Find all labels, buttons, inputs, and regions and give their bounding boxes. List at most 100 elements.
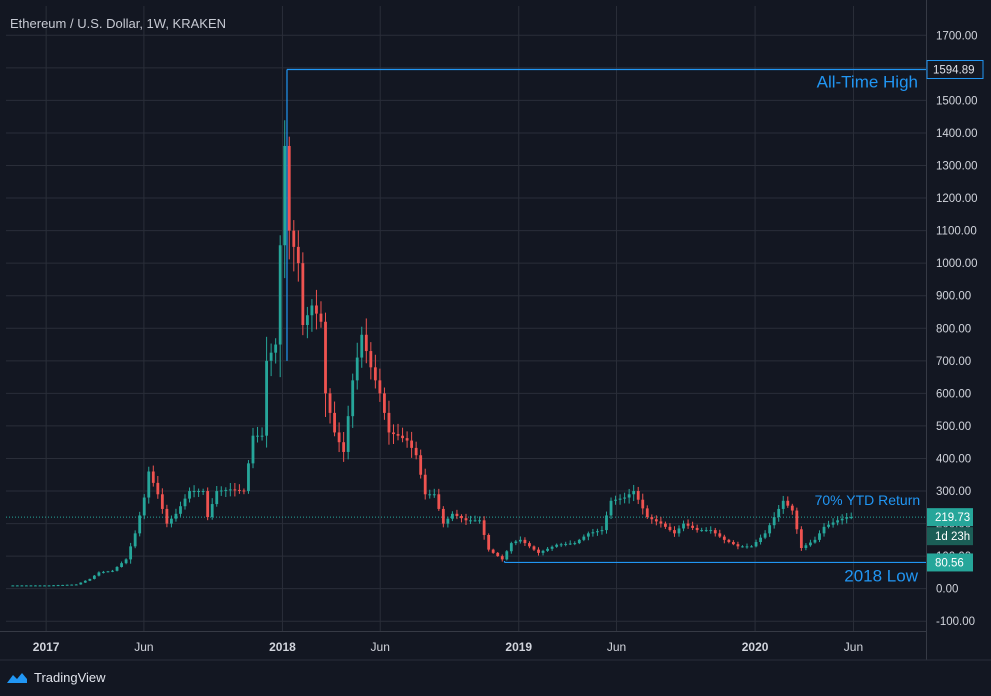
candle-body (818, 533, 821, 540)
candle-body (577, 539, 581, 544)
candle-body (260, 435, 264, 437)
candle-body (383, 393, 386, 413)
candle-body (718, 533, 722, 537)
candle-body (591, 532, 595, 534)
candle-body (745, 546, 749, 548)
y-tick-label: 1200.00 (936, 193, 978, 205)
price-tag: 80.56 (927, 553, 973, 572)
candle-body (34, 585, 37, 587)
candle-body (491, 549, 495, 553)
x-tick-label: 2017 (33, 640, 60, 654)
candle-body (215, 491, 219, 505)
candle-body (124, 559, 128, 564)
price-tag-countdown: 1d 23h (935, 531, 970, 543)
candle-body (731, 542, 735, 545)
candle-body (546, 548, 549, 551)
candle-body (763, 533, 767, 538)
candle-body (115, 566, 119, 571)
candle-body (61, 584, 65, 586)
candle-body (120, 563, 123, 567)
candle-body (741, 546, 744, 548)
candle-body (636, 491, 640, 500)
candle-body (333, 412, 336, 433)
candle-body (564, 543, 568, 545)
candle-body (623, 497, 627, 499)
candle-body (736, 544, 740, 547)
candle-body (478, 520, 482, 522)
candle-body (559, 544, 563, 546)
price-tag-label: 1594.89 (933, 65, 975, 77)
candle-body (781, 500, 785, 509)
annotation-label: All-Time High (817, 73, 918, 92)
candle-body (437, 494, 441, 509)
candle-body (278, 245, 282, 345)
candle-body (813, 539, 817, 543)
candle-body (355, 357, 359, 381)
tradingview-branding[interactable]: TradingView (6, 670, 106, 685)
candle-body (160, 494, 164, 509)
candle-body (147, 471, 151, 498)
candle-body (582, 536, 586, 540)
x-tick-label: Jun (134, 640, 153, 654)
candle-body (682, 523, 685, 529)
candle-body (541, 550, 545, 553)
candle-body (165, 508, 169, 524)
brand-name: TradingView (34, 670, 106, 685)
candle-body (414, 447, 418, 456)
candle-body (450, 513, 454, 519)
candle-body (47, 585, 51, 587)
candle-body (38, 585, 42, 587)
candle-body (460, 515, 463, 519)
candle-body (170, 518, 173, 524)
candle-body (328, 393, 332, 413)
candle-body (206, 491, 210, 518)
candle-body (29, 585, 33, 587)
x-tick-label: Jun (607, 640, 626, 654)
candle-body (473, 520, 477, 522)
candle-body (337, 432, 341, 443)
candle-body (70, 584, 74, 586)
candle-body (251, 435, 255, 464)
candle-body (618, 498, 622, 500)
candle-body (727, 539, 731, 543)
candle-body (709, 530, 713, 532)
candle-body (650, 517, 654, 520)
candle-body (242, 490, 246, 492)
candle-body (614, 499, 617, 501)
candle-body (514, 541, 518, 544)
y-tick-label: 700.00 (936, 356, 971, 368)
y-tick-label: -100.00 (936, 616, 975, 628)
candle-body (641, 499, 645, 509)
chart-grid (6, 6, 926, 631)
candle-body (24, 585, 28, 587)
candle-body (79, 582, 83, 585)
tradingview-logo-icon (7, 672, 27, 683)
candle-body (129, 546, 133, 560)
price-tag-countdown-box (927, 527, 973, 546)
candle-body (754, 542, 758, 547)
candle-body (804, 545, 808, 548)
candle-body (441, 508, 445, 524)
candle-body (568, 543, 572, 545)
y-tick-label: 0.00 (936, 584, 958, 596)
candle-body (156, 482, 160, 495)
candle-body (432, 494, 436, 496)
candle-body (11, 585, 15, 587)
candle-body (224, 489, 228, 491)
candle-body (188, 491, 191, 499)
candle-body (845, 517, 849, 519)
candle-body (419, 455, 423, 475)
candle-body (65, 584, 69, 586)
candle-body (392, 432, 395, 435)
candle-body (410, 440, 414, 448)
candle-body (691, 525, 695, 528)
candle-body (704, 530, 708, 532)
candle-body (401, 435, 404, 439)
candle-body (487, 534, 491, 550)
candle-body (133, 533, 137, 547)
annotations: All-Time High 70% YTD Return 2018 Low (815, 73, 921, 586)
y-tick-label: 1300.00 (936, 161, 978, 173)
candle-body (296, 246, 300, 264)
annotation-label: 70% YTD Return (815, 492, 921, 508)
